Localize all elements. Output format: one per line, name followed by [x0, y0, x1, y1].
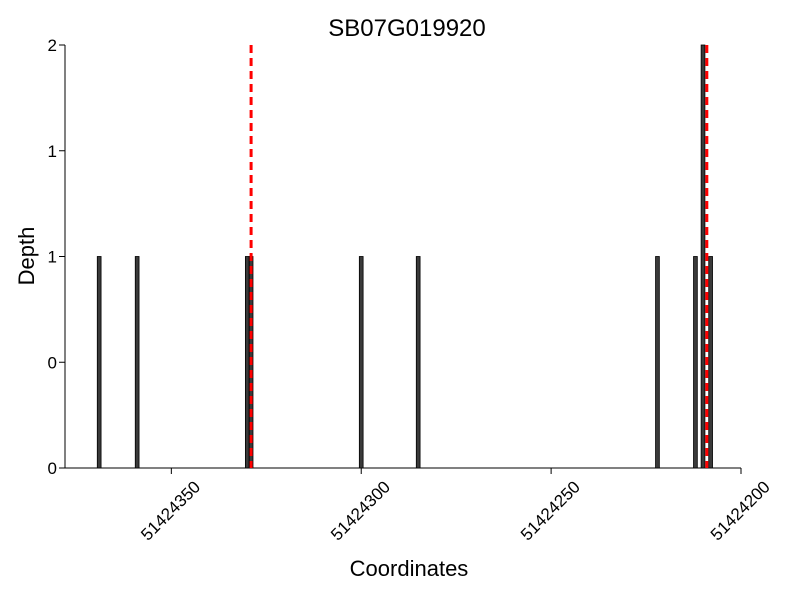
bar: [134, 256, 140, 469]
bar: [96, 256, 102, 469]
x-tick-label: 51424250: [517, 477, 584, 544]
bar: [693, 256, 698, 469]
y-tick-label: 0: [48, 459, 57, 478]
x-tick-label: 51424350: [137, 477, 204, 544]
bar: [358, 256, 364, 469]
x-tick-label: 51424300: [327, 477, 394, 544]
y-tick-label: 0: [48, 353, 57, 372]
bar: [655, 256, 660, 469]
bar: [700, 44, 706, 469]
chart-title: SB07G019920: [328, 15, 485, 42]
bar: [708, 256, 713, 469]
y-tick-label: 1: [48, 248, 57, 267]
bar: [244, 256, 250, 469]
y-axis-label: Depth: [14, 227, 39, 286]
y-tick-label: 1: [48, 142, 57, 161]
x-axis-label: Coordinates: [350, 556, 469, 581]
x-tick-label: 51424200: [707, 477, 774, 544]
y-tick-label: 2: [48, 36, 57, 55]
bar: [415, 256, 421, 469]
